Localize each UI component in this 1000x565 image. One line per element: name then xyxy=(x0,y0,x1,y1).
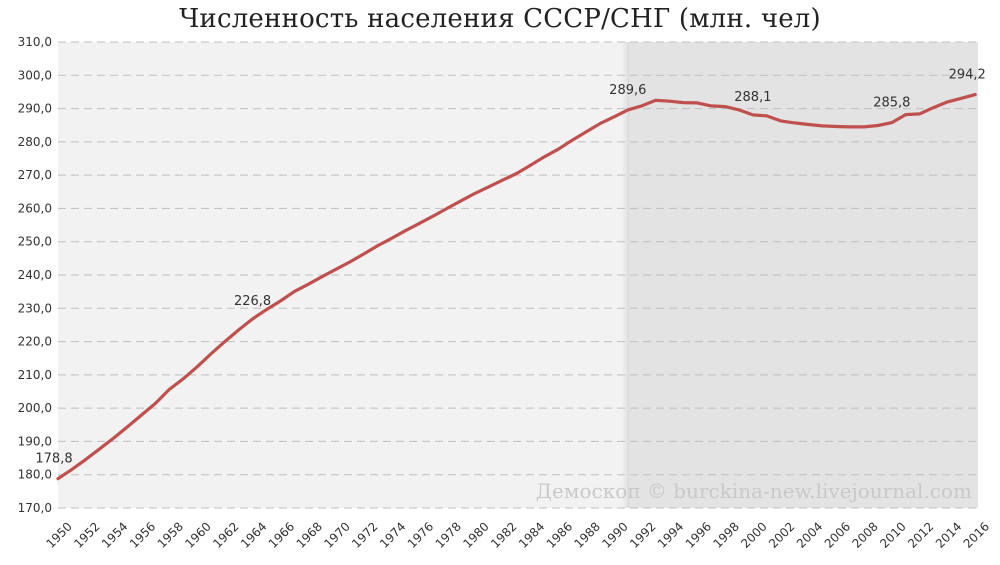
x-tick-label: 1956 xyxy=(127,519,158,550)
y-axis-ticks: 170,0 180,0 190,0 200,0 210,0 220,0 230,0 240,0… xyxy=(18,35,52,515)
x-tick-label: 1966 xyxy=(266,519,297,550)
x-tick-label: 1970 xyxy=(321,519,352,550)
x-tick-label: 1982 xyxy=(488,519,519,550)
x-tick-label: 1962 xyxy=(210,519,241,550)
y-tick-label: 310,0 xyxy=(18,35,52,49)
data-label: 226,8 xyxy=(234,294,271,309)
y-tick-label: 170,0 xyxy=(18,501,52,515)
x-tick-label: 1954 xyxy=(99,519,130,550)
y-tick-label: 270,0 xyxy=(18,168,52,182)
y-tick-label: 240,0 xyxy=(18,268,52,282)
x-tick-label: 1972 xyxy=(349,519,380,550)
x-tick-label: 1964 xyxy=(238,519,269,550)
x-tick-label: 1984 xyxy=(516,519,547,550)
data-label: 178,8 xyxy=(35,452,72,467)
x-tick-label: 2012 xyxy=(905,519,936,550)
x-tick-label: 2000 xyxy=(738,519,769,550)
y-tick-label: 220,0 xyxy=(18,335,52,349)
shaded-region-edge xyxy=(624,42,626,508)
x-tick-label: 1990 xyxy=(599,519,630,550)
x-tick-label: 1960 xyxy=(182,519,213,550)
y-tick-label: 230,0 xyxy=(18,301,52,315)
x-tick-label: 2008 xyxy=(849,519,880,550)
x-tick-label: 2004 xyxy=(794,519,825,550)
x-tick-label: 1976 xyxy=(405,519,436,550)
shaded-region-edge xyxy=(626,42,628,508)
data-label: 294,2 xyxy=(949,68,986,83)
series-line xyxy=(56,92,977,481)
x-tick-label: 2014 xyxy=(933,519,964,550)
shaded-region-edge xyxy=(625,42,627,508)
y-tick-label: 200,0 xyxy=(18,401,52,415)
x-tick-label: 1958 xyxy=(155,519,186,550)
x-tick-label: 1950 xyxy=(43,519,74,550)
x-tick-label: 1986 xyxy=(544,519,575,550)
y-tick-label: 290,0 xyxy=(18,102,52,116)
x-tick-label: 1952 xyxy=(71,519,102,550)
x-tick-label: 2006 xyxy=(822,519,853,550)
x-tick-label: 1992 xyxy=(627,519,658,550)
y-tick-label: 180,0 xyxy=(18,468,52,482)
x-tick-label: 1996 xyxy=(683,519,714,550)
y-tick-label: 210,0 xyxy=(18,368,52,382)
y-tick-label: 300,0 xyxy=(18,68,52,82)
x-tick-label: 2016 xyxy=(961,519,992,550)
y-tick-label: 280,0 xyxy=(18,135,52,149)
y-tick-label: 190,0 xyxy=(18,434,52,448)
data-label: 285,8 xyxy=(873,96,910,111)
x-tick-label: 1968 xyxy=(294,519,325,550)
data-label: 289,6 xyxy=(609,83,646,98)
x-tick-label: 1994 xyxy=(655,519,686,550)
watermark-group: Демоскоп © burckina-new.livejournal.com xyxy=(536,479,972,503)
x-tick-label: 2010 xyxy=(877,519,908,550)
x-tick-label: 2002 xyxy=(766,519,797,550)
x-tick-label: 1998 xyxy=(710,519,741,550)
x-tick-label: 1974 xyxy=(377,519,408,550)
x-tick-label: 1978 xyxy=(433,519,464,550)
chart-title: Численность населения СССР/СНГ (млн. чел… xyxy=(179,4,821,34)
gridlines xyxy=(58,41,978,509)
y-tick-label: 260,0 xyxy=(18,201,52,215)
series-line-group xyxy=(56,92,977,481)
x-tick-label: 1988 xyxy=(572,519,603,550)
data-labels: 178,8 226,8 289,6 288,1 285,8 294,2 xyxy=(35,68,985,467)
y-tick-label: 250,0 xyxy=(18,235,52,249)
data-label: 288,1 xyxy=(734,90,771,105)
shaded-region-edge xyxy=(627,42,629,508)
x-tick-label: 1980 xyxy=(460,519,491,550)
x-axis-ticks: 1950195219541956195819601962196419661968… xyxy=(43,519,992,550)
watermark: Демоскоп © burckina-new.livejournal.com xyxy=(536,479,972,503)
